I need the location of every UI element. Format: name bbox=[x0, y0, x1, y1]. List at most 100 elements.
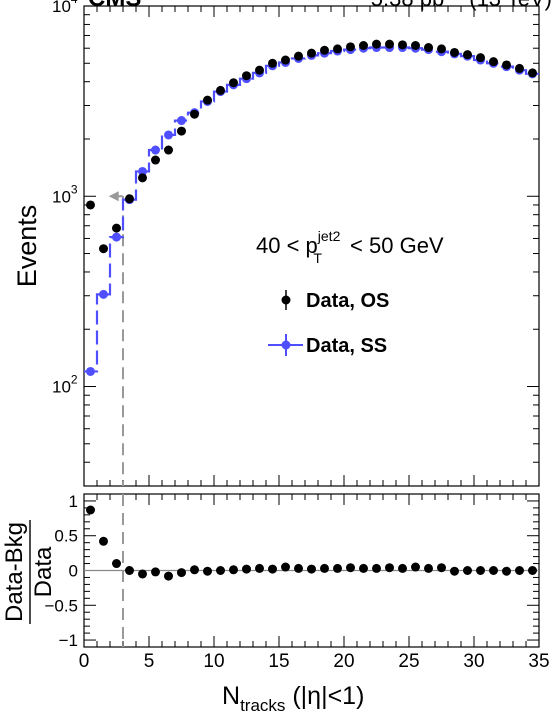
os-point bbox=[255, 65, 264, 75]
y-tick-label: 102 bbox=[52, 373, 78, 397]
os-point bbox=[294, 51, 303, 61]
ratio-point bbox=[268, 564, 277, 574]
os-point bbox=[216, 85, 225, 95]
ratio-point bbox=[190, 565, 199, 575]
y-tick-label: 0 bbox=[69, 562, 78, 581]
ratio-point bbox=[489, 566, 498, 575]
ss-point bbox=[86, 366, 95, 376]
os-point bbox=[424, 43, 433, 53]
x-tick-label: 5 bbox=[144, 651, 155, 672]
x-tick-label: 10 bbox=[203, 651, 224, 672]
x-tick-label: 20 bbox=[333, 651, 354, 672]
os-point bbox=[359, 40, 368, 50]
os-point bbox=[489, 57, 498, 67]
ratio-ylabel: Data-Bkg Data bbox=[1, 520, 57, 624]
ratio-point bbox=[307, 564, 316, 574]
ratio-point bbox=[203, 566, 212, 576]
annotation-pre: 40 < p bbox=[256, 233, 318, 258]
ratio-point bbox=[333, 563, 342, 573]
ratio-point bbox=[281, 562, 290, 572]
x-tick-label: 30 bbox=[463, 651, 484, 672]
ss-point bbox=[177, 116, 186, 126]
legend-ss-label: Data, SS bbox=[306, 335, 387, 357]
legend-ss-marker bbox=[281, 340, 291, 350]
os-point bbox=[307, 48, 316, 58]
os-point bbox=[476, 53, 485, 63]
annotation-sup: jet2 bbox=[317, 228, 341, 244]
annotation-sub: T bbox=[313, 250, 322, 266]
os-point bbox=[528, 68, 537, 78]
cut-arrow-head bbox=[108, 191, 119, 202]
ratio-point bbox=[346, 563, 355, 573]
ss-point bbox=[112, 232, 121, 242]
os-point bbox=[385, 39, 394, 49]
ratio-point bbox=[138, 569, 147, 579]
ss-point bbox=[99, 289, 108, 299]
xlabel-main: N bbox=[222, 682, 240, 710]
selection-annotation: 40 < pjet2 T < 50 GeV bbox=[256, 228, 444, 266]
os-point bbox=[502, 60, 511, 70]
os-point bbox=[515, 63, 524, 73]
x-tick-label: 35 bbox=[528, 651, 549, 672]
ratio-ylabel-denominator: Data bbox=[30, 546, 57, 597]
ratio-point bbox=[398, 563, 407, 573]
ratio-point bbox=[99, 536, 108, 546]
ss-point bbox=[138, 166, 147, 176]
ratio-point bbox=[86, 505, 95, 515]
x-tick-label: 25 bbox=[398, 651, 419, 672]
os-point bbox=[346, 42, 355, 52]
os-point bbox=[112, 223, 121, 233]
ratio-point bbox=[229, 565, 238, 575]
ratio-point bbox=[372, 563, 381, 573]
ratio-point bbox=[450, 566, 459, 576]
os-point bbox=[463, 50, 472, 60]
ratio-point bbox=[476, 566, 485, 575]
os-point bbox=[281, 55, 290, 65]
xlabel: Ntracks (|η|<1) bbox=[222, 682, 364, 715]
os-point bbox=[99, 244, 108, 254]
os-point bbox=[411, 40, 420, 50]
xlabel-sub: tracks bbox=[240, 696, 285, 715]
os-point bbox=[450, 47, 459, 57]
ratio-point bbox=[437, 563, 446, 573]
ratio-point bbox=[411, 562, 420, 572]
legend-os-marker bbox=[281, 295, 291, 305]
x-tick-label: 15 bbox=[268, 651, 289, 672]
os-point bbox=[268, 58, 277, 68]
ratio-point bbox=[502, 566, 511, 576]
ratio-ylabel-numerator: Data-Bkg bbox=[1, 522, 28, 622]
ratio-point bbox=[125, 566, 134, 575]
ratio-point bbox=[164, 571, 173, 581]
ratio-point bbox=[112, 559, 121, 569]
ratio-point bbox=[359, 563, 368, 573]
os-point bbox=[138, 173, 147, 183]
os-point bbox=[242, 71, 251, 81]
os-point bbox=[125, 194, 134, 204]
legend-os-label: Data, OS bbox=[306, 290, 389, 312]
y-tick-label: 104 bbox=[52, 0, 78, 16]
ss-point bbox=[151, 145, 160, 155]
legend: Data, OS Data, SS bbox=[268, 290, 389, 357]
os-point bbox=[320, 45, 329, 55]
os-point bbox=[398, 40, 407, 50]
os-point bbox=[190, 109, 199, 119]
ratio-point bbox=[424, 563, 433, 573]
os-point bbox=[164, 145, 173, 155]
os-point bbox=[229, 78, 238, 88]
ratio-point bbox=[320, 563, 329, 573]
ratio-point bbox=[294, 563, 303, 573]
y-tick-label: −1 bbox=[59, 631, 78, 650]
x-tick-label: 0 bbox=[79, 651, 90, 672]
ratio-point bbox=[177, 568, 186, 578]
ratio-point bbox=[216, 566, 225, 575]
ratio-point bbox=[151, 567, 160, 577]
y-tick-label: −0.5 bbox=[44, 596, 78, 615]
os-point bbox=[177, 126, 186, 136]
ratio-point bbox=[515, 566, 524, 575]
main-plot-frame bbox=[83, 5, 540, 487]
os-point bbox=[372, 39, 381, 49]
ratio-point bbox=[385, 563, 394, 573]
ratio-point bbox=[528, 566, 537, 575]
y-tick-label: 0.5 bbox=[54, 527, 78, 546]
